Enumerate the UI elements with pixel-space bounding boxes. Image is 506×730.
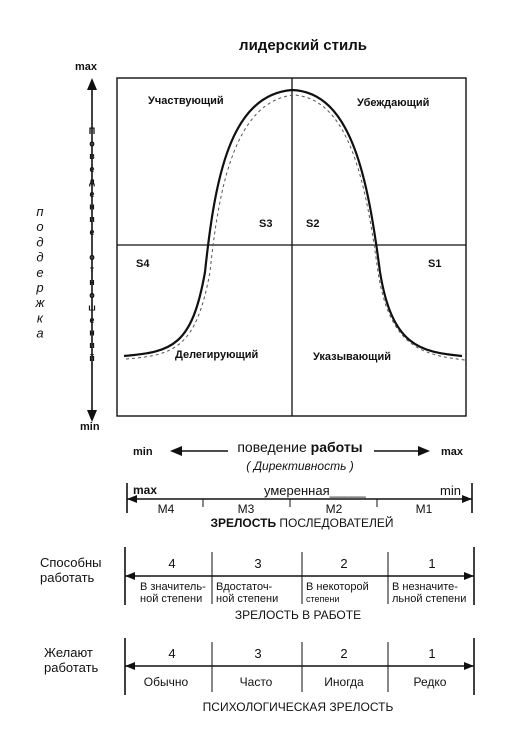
- y-axis-inner-label-letter: т: [90, 265, 95, 275]
- y-axis-inner-label-letter: о: [89, 290, 95, 300]
- y-axis-inner-label-letter: в: [89, 151, 95, 161]
- job-maturity-desc-1-line2: льной степени: [392, 593, 466, 605]
- job-maturity-desc-2-line1: В некоторой: [306, 581, 369, 593]
- y-axis-outer-label-letter: п: [36, 204, 43, 219]
- job-maturity-desc-4-line1: В значитель-: [140, 581, 206, 593]
- psych-maturity-number-2: 2: [340, 646, 347, 661]
- psych-maturity-row-label-2: работать: [44, 660, 99, 675]
- y-axis-outer-label-letter: ж: [35, 295, 46, 310]
- job-maturity-number-2: 2: [340, 556, 347, 571]
- follower-maturity-caption-rest: ПОСЛЕДОВАТЕЛЕЙ: [276, 515, 393, 530]
- x-axis-label-bold: работы: [311, 439, 363, 455]
- y-axis-outer-label-letter: к: [37, 310, 44, 325]
- psych-maturity-scale: Желают работать 4 3 2 1 Обычно Часто Ино…: [44, 638, 475, 714]
- job-maturity-number-3: 3: [254, 556, 261, 571]
- job-maturity-caption: ЗРЕЛОСТЬ В РАБОТЕ: [235, 608, 361, 622]
- y-axis-outer-label-letter: а: [36, 326, 43, 341]
- follower-maturity-caption-bold: ЗРЕЛОСТЬ: [210, 516, 276, 530]
- y-axis-inner-label-letter: П: [89, 126, 95, 136]
- y-axis-outer-label-letter: о: [36, 219, 43, 234]
- job-maturity-desc-1-line1: В незначите-: [392, 581, 458, 593]
- quadrant-selling-label: Убеждающий: [357, 97, 429, 109]
- psych-maturity-row-label-1: Желают: [44, 645, 93, 660]
- job-maturity-row-label-1: Способны: [40, 555, 102, 570]
- y-axis-inner-label-letter: е: [89, 227, 94, 237]
- x-axis-max-label: max: [441, 446, 464, 458]
- follower-maturity-moderate: умеренная_____: [264, 483, 367, 498]
- x-axis-label-prefix: поведение: [237, 439, 310, 455]
- job-maturity-desc-3-line2: ной степени: [216, 593, 278, 605]
- y-axis-outer-label-letter: р: [35, 280, 43, 295]
- x-axis-right-arrow: [374, 446, 430, 456]
- leadership-curve-dashed: [125, 94, 466, 361]
- psych-maturity-desc-2: Иногда: [324, 675, 364, 689]
- x-axis-min-label: min: [133, 446, 153, 458]
- diagram-title: лидерский стиль: [239, 37, 367, 54]
- maturity-stage-m1: M1: [416, 502, 433, 516]
- y-axis-arrow: [87, 78, 97, 422]
- maturity-stage-m2: M2: [326, 502, 343, 516]
- job-maturity-desc-4-line2: ной степени: [140, 593, 202, 605]
- y-axis-inner-label-letter: н: [89, 202, 94, 212]
- job-maturity-desc-2-line2: степени: [306, 594, 339, 604]
- y-axis-inner-label-letter: й: [89, 353, 95, 363]
- y-axis-inner-label-letter: е: [89, 164, 94, 174]
- follower-maturity-min: min: [440, 483, 461, 498]
- x-axis-left-arrow: [170, 446, 228, 456]
- y-axis-inner-label-letter: и: [89, 214, 95, 224]
- y-axis-outer-label-letter: е: [36, 265, 43, 280]
- psych-maturity-desc-3: Часто: [240, 675, 273, 689]
- psych-maturity-desc-1: Редко: [414, 675, 447, 689]
- psych-maturity-number-4: 4: [168, 646, 175, 661]
- y-axis-min-label: min: [80, 421, 100, 433]
- x-axis-label: поведение работы: [237, 439, 362, 455]
- follower-maturity-scale: max умеренная_____ min M4 M3 M2 M1 ЗРЕЛО…: [126, 483, 473, 530]
- job-maturity-number-1: 1: [428, 556, 435, 571]
- job-maturity-number-4: 4: [168, 556, 175, 571]
- y-axis-inner-label-letter: н: [89, 328, 94, 338]
- follower-maturity-max: max: [133, 483, 157, 497]
- maturity-stage-m4: M4: [158, 502, 175, 516]
- y-axis-inner-label-letter: ш: [88, 302, 96, 312]
- leadership-curve: [123, 88, 463, 358]
- psych-maturity-caption: ПСИХОЛОГИЧЕСКАЯ ЗРЕЛОСТЬ: [203, 700, 394, 714]
- y-axis-outer-label-letter: д: [36, 234, 43, 249]
- y-axis-inner-label-letter: о: [89, 252, 95, 262]
- follower-maturity-caption: ЗРЕЛОСТЬ ПОСЛЕДОВАТЕЛЕЙ: [210, 515, 393, 530]
- y-axis-max-label: max: [75, 61, 98, 73]
- style-s2-label: S2: [306, 218, 319, 230]
- psych-maturity-number-1: 1: [428, 646, 435, 661]
- psych-maturity-desc-4: Обычно: [144, 675, 189, 689]
- quadrant-telling-label: Указывающий: [313, 351, 391, 363]
- y-axis-outer-label-letter: д: [36, 250, 43, 265]
- job-maturity-row-label-2: работать: [40, 570, 95, 585]
- y-axis-inner-label-letter: е: [89, 189, 94, 199]
- x-axis-sublabel: ( Директивность ): [246, 459, 353, 473]
- quadrant-participating-label: Участвующий: [148, 95, 224, 107]
- y-axis-inner-label-letter: д: [89, 176, 95, 186]
- maturity-stage-m3: M3: [238, 502, 255, 516]
- psych-maturity-number-3: 3: [254, 646, 261, 661]
- quadrant-delegating-label: Делегирующий: [175, 349, 258, 361]
- y-axis-inner-label-letter: е: [89, 315, 94, 325]
- style-s4-label: S4: [136, 258, 150, 270]
- y-axis-inner-label-letter: н: [89, 277, 94, 287]
- style-s1-label: S1: [428, 258, 441, 270]
- y-axis-inner-label-letter: о: [89, 139, 95, 149]
- job-maturity-scale: Способны работать 4 3 2 1 В значитель- н…: [40, 547, 475, 622]
- style-s3-label: S3: [259, 218, 272, 230]
- job-maturity-desc-3-line1: Вдостаточ-: [216, 581, 273, 593]
- y-axis-inner-label-letter: и: [89, 340, 95, 350]
